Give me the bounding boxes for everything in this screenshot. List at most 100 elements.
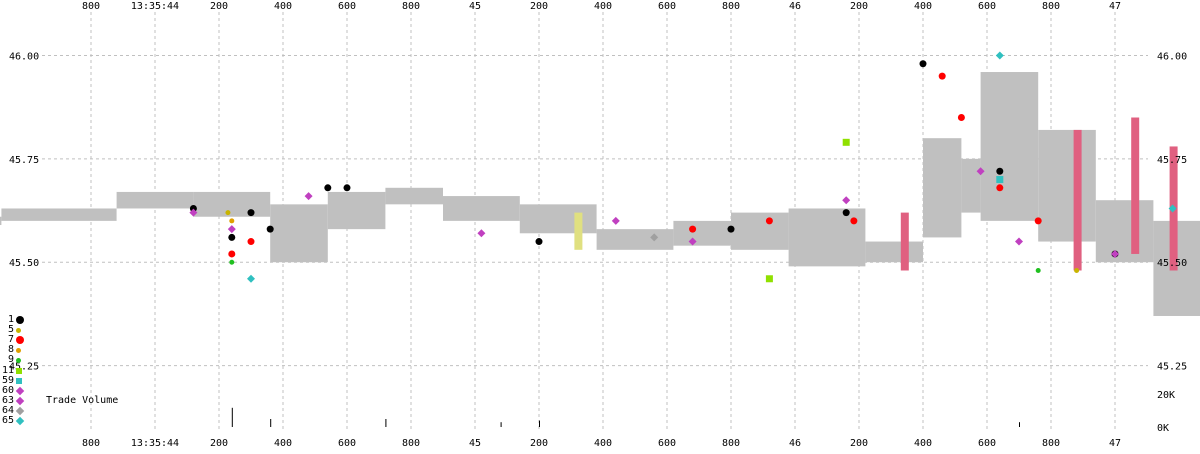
- y-tick-label-right: 45.25: [1157, 362, 1187, 373]
- quote-band-segment: [961, 158, 981, 213]
- trade-point-7: [850, 217, 858, 225]
- quote-band-segment: [596, 229, 674, 250]
- trade-point-64: [650, 233, 659, 242]
- legend-item-label: 60: [2, 384, 15, 396]
- y-tick-label-left: 45.75: [9, 155, 39, 166]
- trade-point-60: [477, 229, 486, 238]
- quote-band-segment: [1038, 129, 1096, 242]
- quote-band-segment: [673, 220, 731, 246]
- x-tick-label-top: 400: [914, 1, 932, 12]
- quote-band-segment: [980, 72, 1039, 221]
- x-tick-label-top: 200: [850, 1, 868, 12]
- trade-points: [189, 51, 1177, 283]
- trade-point-65: [247, 274, 255, 283]
- x-tick-label-top: 400: [594, 1, 612, 12]
- volume-tick-label: 20K: [1157, 390, 1175, 401]
- legend-swatch: [16, 336, 24, 345]
- trade-point-60: [189, 208, 198, 217]
- trade-point-63: [227, 225, 236, 234]
- legend-item-label: 8: [7, 344, 14, 356]
- legend-item: 64: [2, 404, 42, 416]
- volume-bar: [1019, 422, 1020, 427]
- legend-item-label: 1: [7, 314, 14, 326]
- quote-band-segment: [327, 191, 386, 230]
- volume-bars: [231, 407, 1020, 427]
- legend-swatch: [15, 406, 25, 416]
- volume-bar: [385, 419, 387, 427]
- x-tick-label-bottom: 800: [1042, 438, 1060, 449]
- trade-range-bar: [900, 212, 909, 271]
- trade-point-60: [688, 237, 697, 246]
- quote-band-segment: [923, 138, 962, 238]
- trade-point-1: [228, 233, 236, 241]
- volume-tick-label: 0K: [1157, 423, 1169, 434]
- x-tick-label-bottom: 200: [530, 438, 548, 449]
- trade-point-9: [229, 259, 235, 265]
- trade-range-bar: [1131, 117, 1140, 254]
- trade-point-1: [842, 209, 850, 217]
- volume-panel-label: Trade Volume: [46, 395, 118, 406]
- legend-item-label: 63: [2, 394, 15, 406]
- trade-point-7: [1034, 217, 1042, 225]
- x-tick-label-bottom: 800: [402, 438, 420, 449]
- x-tick-label-top: 800: [1042, 1, 1060, 12]
- trade-point-5: [225, 210, 231, 216]
- trade-point-7: [228, 250, 236, 258]
- trade-point-1: [324, 184, 332, 192]
- y-tick-label-right: 46.00: [1157, 51, 1187, 62]
- quote-band-segment: [385, 187, 443, 205]
- trade-point-11: [765, 275, 773, 283]
- y-tick-label-left: 45.25: [9, 362, 39, 373]
- legend-item-label: 65: [2, 414, 15, 426]
- legend-item: 60: [2, 384, 42, 396]
- trade-point-7: [247, 238, 255, 246]
- quote-band-segment: [865, 241, 923, 263]
- trade-point-7: [996, 184, 1004, 192]
- y-tick-label-right: 45.75: [1157, 155, 1187, 166]
- quote-band-segment: [443, 196, 520, 221]
- trade-point-1: [266, 225, 274, 233]
- trade-point-1: [343, 184, 351, 192]
- x-tick-label-top: 46: [789, 1, 801, 12]
- legend-item-label: 5: [7, 324, 14, 336]
- x-tick-label-bottom: 400: [594, 438, 612, 449]
- legend-item-label: 64: [2, 404, 15, 416]
- x-tick-label-top: 800: [722, 1, 740, 12]
- x-tick-label-top: 600: [338, 1, 356, 12]
- trade-point-60: [976, 167, 985, 176]
- quote-band-segment: [788, 208, 866, 267]
- trade-point-1: [189, 204, 197, 212]
- trade-point-1: [247, 209, 255, 217]
- x-tick-label-top: 600: [658, 1, 676, 12]
- x-tick-label-top: 600: [978, 1, 996, 12]
- legend-item-label: 59: [2, 374, 15, 386]
- trade-point-1: [919, 60, 927, 68]
- x-tick-label-top: 400: [274, 1, 292, 12]
- legend-swatch: [16, 357, 21, 363]
- x-tick-label-bottom: 800: [82, 438, 100, 449]
- trade-point-65: [1168, 204, 1177, 213]
- x-tick-label-bottom: 45: [469, 438, 481, 449]
- trade-point-60: [1111, 249, 1119, 258]
- volume-bar: [500, 422, 502, 427]
- trade-point-8: [229, 218, 235, 224]
- legend-item: 5: [2, 325, 42, 335]
- legend-item: 59: [2, 374, 42, 386]
- x-tick-label-top: 800: [82, 1, 100, 12]
- volume-bar: [231, 407, 233, 427]
- trade-point-11: [842, 138, 850, 146]
- legend-item: 9: [2, 355, 42, 365]
- x-tick-label-bottom: 46: [789, 438, 801, 449]
- quote-band-segment: [1, 208, 117, 221]
- legend-swatch: [16, 347, 21, 353]
- quote-band-segment: [270, 204, 328, 263]
- trade-point-9: [1035, 267, 1041, 273]
- x-tick-label-bottom: 47: [1109, 438, 1121, 449]
- x-tick-label-bottom: 600: [978, 438, 996, 449]
- legend-item: 8: [2, 345, 42, 355]
- legend-item: 63: [2, 394, 42, 406]
- trade-point-59: [996, 176, 1004, 184]
- legend-swatch: [16, 377, 22, 384]
- x-tick-label-top: 200: [530, 1, 548, 12]
